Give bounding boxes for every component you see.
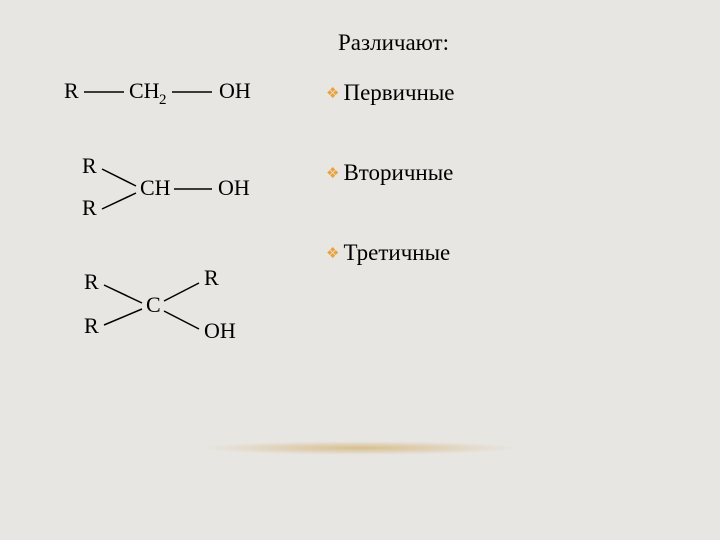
diamond-bullet-icon: ❖ — [326, 84, 339, 103]
chem-label: OH — [218, 175, 250, 200]
bullet-label: Третичные — [343, 240, 450, 266]
diamond-bullet-icon: ❖ — [326, 244, 339, 263]
chem-label: OH — [204, 318, 236, 343]
chem-label: C — [146, 292, 161, 317]
decorative-shadow — [200, 441, 520, 455]
chem-label: R — [204, 265, 219, 290]
chem-subscript: 2 — [159, 92, 167, 108]
bullet-secondary: ❖ Вторичные — [326, 160, 454, 186]
chem-label: R — [82, 195, 97, 220]
chem-label: OH — [219, 78, 251, 103]
bullet-list: ❖ Первичные ❖ Вторичные ❖ Третичные — [326, 80, 454, 320]
bullet-label: Первичные — [343, 80, 454, 106]
bond-line — [104, 285, 142, 303]
chem-label: R — [84, 269, 99, 294]
primary-alcohol-diagram: R CH 2 OH — [54, 68, 294, 118]
bullet-tertiary: ❖ Третичные — [326, 240, 454, 266]
chem-label: CH — [140, 175, 171, 200]
bond-line — [104, 309, 142, 325]
chem-label: R — [84, 313, 99, 338]
bullet-label: Вторичные — [343, 160, 453, 186]
bullet-primary: ❖ Первичные — [326, 80, 454, 106]
slide-title: Различают: — [338, 30, 449, 56]
bond-line — [164, 311, 199, 329]
slide: Различают: ❖ Первичные ❖ Вторичные ❖ Тре… — [0, 0, 720, 540]
chem-label: R — [82, 153, 97, 178]
chemistry-diagrams: R CH 2 OH R R CH OH R R C R OH — [54, 68, 314, 363]
secondary-alcohol-diagram: R R CH OH — [54, 153, 294, 233]
chem-label: R — [64, 78, 79, 103]
bond-line — [102, 193, 136, 209]
chem-label: CH — [129, 78, 160, 103]
bond-line — [164, 283, 199, 301]
tertiary-alcohol-diagram: R R C R OH — [54, 263, 294, 358]
bond-line — [102, 169, 136, 186]
diamond-bullet-icon: ❖ — [326, 164, 339, 183]
